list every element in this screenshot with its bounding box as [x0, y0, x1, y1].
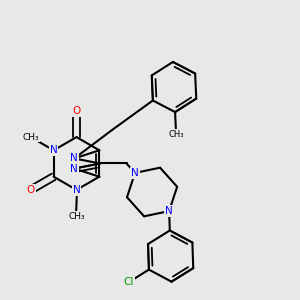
Text: N: N: [70, 154, 78, 164]
Text: N: N: [50, 145, 58, 155]
Text: O: O: [72, 106, 81, 116]
Text: N: N: [165, 206, 173, 216]
Text: CH₃: CH₃: [68, 212, 85, 221]
Text: N: N: [131, 168, 139, 178]
Text: N: N: [73, 185, 80, 195]
Text: Cl: Cl: [124, 277, 134, 287]
Text: CH₃: CH₃: [168, 130, 184, 139]
Text: N: N: [70, 164, 78, 173]
Text: O: O: [27, 185, 35, 195]
Text: CH₃: CH₃: [22, 133, 39, 142]
